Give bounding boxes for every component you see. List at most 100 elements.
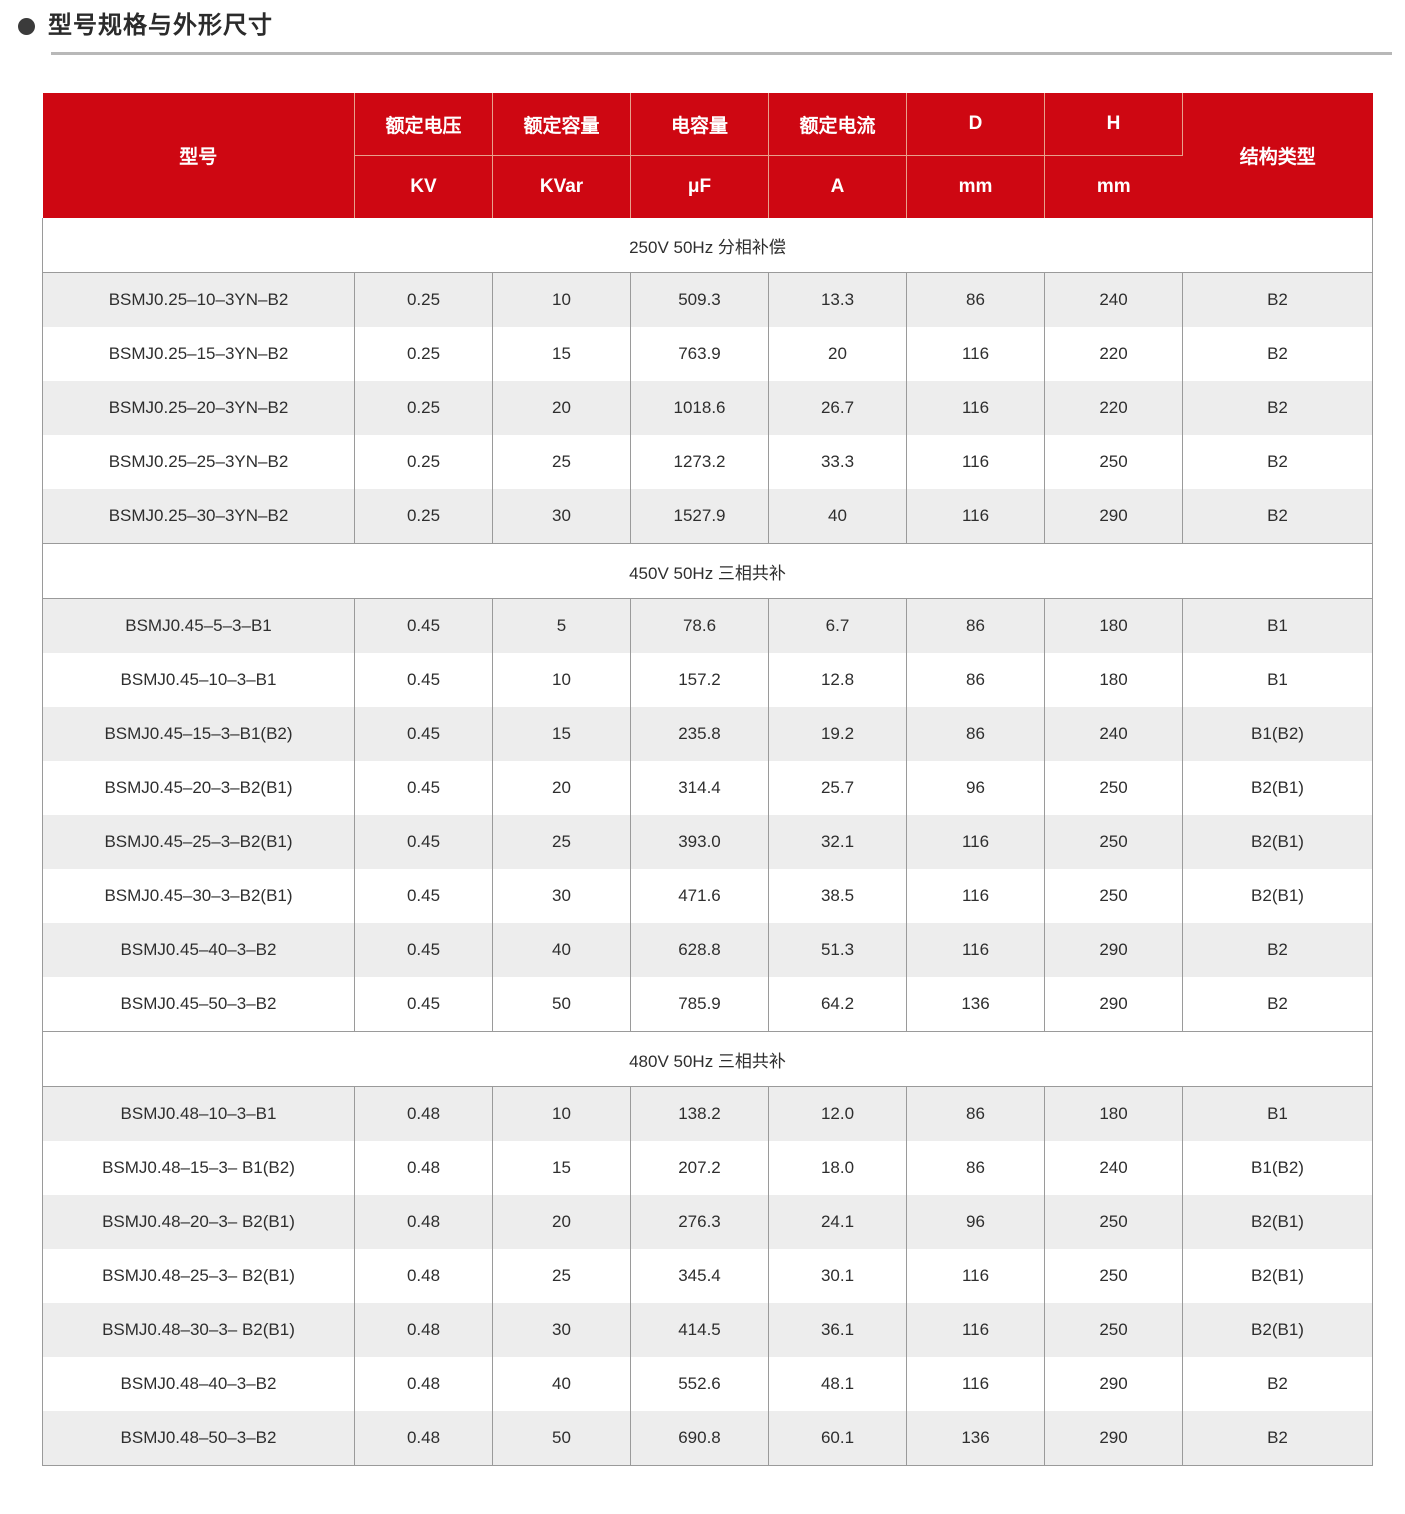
cell-model: BSMJ0.45–30–3–B2(B1) xyxy=(42,869,355,923)
cell-model: BSMJ0.45–15–3–B1(B2) xyxy=(42,707,355,761)
cell-uf: 235.8 xyxy=(630,707,769,761)
cell-d: 86 xyxy=(906,272,1045,327)
cell-type: B2 xyxy=(1182,1357,1373,1411)
cell-model: BSMJ0.25–30–3YN–B2 xyxy=(42,489,355,544)
cell-h: 290 xyxy=(1044,1411,1183,1466)
table-row: BSMJ0.25–25–3YN–B2 0.25 25 1273.2 33.3 116 250… xyxy=(42,435,1373,489)
cell-d: 86 xyxy=(906,598,1045,653)
cell-kv: 0.45 xyxy=(354,707,493,761)
cell-uf: 763.9 xyxy=(630,327,769,381)
cell-model: BSMJ0.25–25–3YN–B2 xyxy=(42,435,355,489)
section-header-row: 250V 50Hz 分相补偿 xyxy=(42,218,1373,273)
cell-model: BSMJ0.48–30–3– B2(B1) xyxy=(42,1303,355,1357)
cell-model: BSMJ0.45–5–3–B1 xyxy=(42,598,355,653)
cell-d: 116 xyxy=(906,381,1045,435)
table-row: BSMJ0.45–10–3–B1 0.45 10 157.2 12.8 86 180 B1 xyxy=(42,653,1373,707)
cell-model: BSMJ0.48–40–3–B2 xyxy=(42,1357,355,1411)
cell-kvar: 25 xyxy=(492,1249,631,1303)
cell-uf: 628.8 xyxy=(630,923,769,977)
table-row: BSMJ0.45–30–3–B2(B1) 0.45 30 471.6 38.5 116 25… xyxy=(42,869,1373,923)
cell-model: BSMJ0.48–15–3– B1(B2) xyxy=(42,1141,355,1195)
cell-uf: 78.6 xyxy=(630,598,769,653)
cell-kv: 0.25 xyxy=(354,489,493,544)
cell-type: B2(B1) xyxy=(1182,869,1373,923)
cell-kv: 0.45 xyxy=(354,598,493,653)
column-header-rated-current: 额定电流 xyxy=(768,93,907,156)
cell-a: 33.3 xyxy=(768,435,907,489)
cell-type: B2 xyxy=(1182,327,1373,381)
cell-kvar: 10 xyxy=(492,1086,631,1141)
column-header-model: 型号 xyxy=(42,93,355,218)
page-title: 型号规格与外形尺寸 xyxy=(48,12,273,39)
cell-kv: 0.48 xyxy=(354,1141,493,1195)
cell-kvar: 50 xyxy=(492,977,631,1032)
cell-model: BSMJ0.45–10–3–B1 xyxy=(42,653,355,707)
cell-model: BSMJ0.48–20–3– B2(B1) xyxy=(42,1195,355,1249)
cell-kv: 0.48 xyxy=(354,1086,493,1141)
table-row: BSMJ0.48–30–3– B2(B1) 0.48 30 414.5 36.1 116 2… xyxy=(42,1303,1373,1357)
cell-kvar: 15 xyxy=(492,1141,631,1195)
column-unit-capacitance: μF xyxy=(630,155,769,218)
cell-d: 116 xyxy=(906,489,1045,544)
cell-kvar: 30 xyxy=(492,1303,631,1357)
cell-kvar: 30 xyxy=(492,869,631,923)
cell-h: 250 xyxy=(1044,815,1183,869)
cell-d: 96 xyxy=(906,1195,1045,1249)
table-row: BSMJ0.45–50–3–B2 0.45 50 785.9 64.2 136 290 B2 xyxy=(42,977,1373,1032)
cell-kvar: 10 xyxy=(492,272,631,327)
column-unit-diameter: mm xyxy=(906,155,1045,218)
table-body: 250V 50Hz 分相补偿 BSMJ0.25–10–3YN–B2 0.25 10 50… xyxy=(42,218,1373,1466)
column-unit-height: mm xyxy=(1044,155,1183,218)
cell-kvar: 5 xyxy=(492,598,631,653)
cell-model: BSMJ0.25–20–3YN–B2 xyxy=(42,381,355,435)
cell-d: 86 xyxy=(906,1086,1045,1141)
cell-type: B2 xyxy=(1182,435,1373,489)
cell-a: 32.1 xyxy=(768,815,907,869)
cell-d: 116 xyxy=(906,1357,1045,1411)
cell-h: 290 xyxy=(1044,923,1183,977)
table-row: BSMJ0.25–20–3YN–B2 0.25 20 1018.6 26.7 116 220… xyxy=(42,381,1373,435)
cell-type: B2(B1) xyxy=(1182,1303,1373,1357)
cell-h: 290 xyxy=(1044,489,1183,544)
cell-d: 116 xyxy=(906,435,1045,489)
cell-kv: 0.48 xyxy=(354,1303,493,1357)
table-row: BSMJ0.25–15–3YN–B2 0.25 15 763.9 20 116 220 B2 xyxy=(42,327,1373,381)
cell-uf: 345.4 xyxy=(630,1249,769,1303)
cell-uf: 276.3 xyxy=(630,1195,769,1249)
cell-a: 6.7 xyxy=(768,598,907,653)
table-row: BSMJ0.25–10–3YN–B2 0.25 10 509.3 13.3 86 240 B2 xyxy=(42,272,1373,327)
cell-kv: 0.48 xyxy=(354,1357,493,1411)
cell-uf: 1018.6 xyxy=(630,381,769,435)
cell-d: 136 xyxy=(906,1411,1045,1466)
column-unit-rated-capacity: KVar xyxy=(492,155,631,218)
cell-a: 36.1 xyxy=(768,1303,907,1357)
cell-d: 116 xyxy=(906,327,1045,381)
cell-d: 116 xyxy=(906,1249,1045,1303)
section-title: 250V 50Hz 分相补偿 xyxy=(42,218,1373,273)
table-row: BSMJ0.45–20–3–B2(B1) 0.45 20 314.4 25.7 96 250… xyxy=(42,761,1373,815)
column-header-structure-type: 结构类型 xyxy=(1182,93,1373,218)
cell-uf: 785.9 xyxy=(630,977,769,1032)
cell-model: BSMJ0.45–40–3–B2 xyxy=(42,923,355,977)
cell-kv: 0.45 xyxy=(354,653,493,707)
table-row: BSMJ0.45–40–3–B2 0.45 40 628.8 51.3 116 290 B2 xyxy=(42,923,1373,977)
cell-kv: 0.45 xyxy=(354,869,493,923)
cell-type: B1(B2) xyxy=(1182,707,1373,761)
cell-h: 220 xyxy=(1044,381,1183,435)
cell-kv: 0.45 xyxy=(354,923,493,977)
table-row: BSMJ0.45–25–3–B2(B1) 0.45 25 393.0 32.1 116 25… xyxy=(42,815,1373,869)
cell-d: 116 xyxy=(906,869,1045,923)
cell-a: 64.2 xyxy=(768,977,907,1032)
column-header-capacitance: 电容量 xyxy=(630,93,769,156)
cell-type: B1 xyxy=(1182,1086,1373,1141)
cell-model: BSMJ0.45–50–3–B2 xyxy=(42,977,355,1032)
cell-uf: 1527.9 xyxy=(630,489,769,544)
cell-kvar: 15 xyxy=(492,707,631,761)
cell-type: B1 xyxy=(1182,653,1373,707)
cell-type: B2(B1) xyxy=(1182,815,1373,869)
cell-kv: 0.45 xyxy=(354,815,493,869)
cell-kvar: 20 xyxy=(492,381,631,435)
cell-kvar: 25 xyxy=(492,435,631,489)
cell-d: 86 xyxy=(906,653,1045,707)
cell-a: 25.7 xyxy=(768,761,907,815)
